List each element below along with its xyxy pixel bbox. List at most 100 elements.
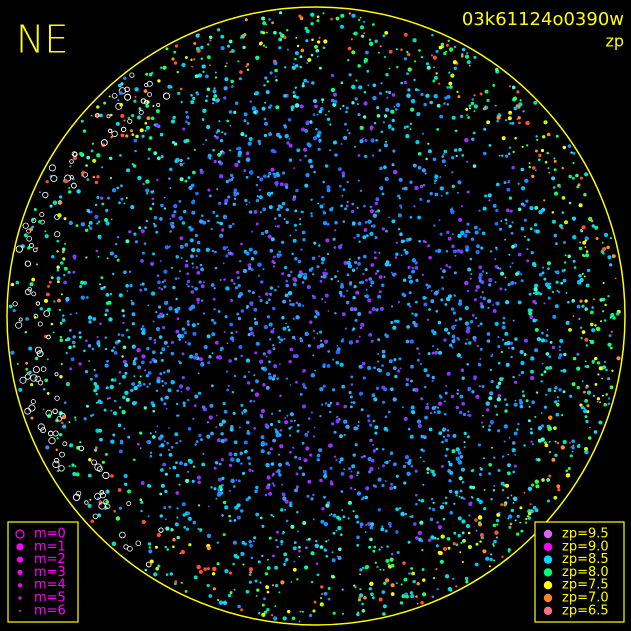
star	[185, 110, 189, 114]
star	[579, 241, 581, 244]
star	[175, 329, 180, 334]
star	[156, 178, 159, 182]
star	[609, 346, 613, 350]
star	[551, 211, 554, 214]
star	[110, 251, 114, 256]
star	[543, 370, 547, 374]
star	[305, 538, 309, 541]
star	[272, 515, 275, 518]
star	[319, 387, 324, 392]
star	[316, 265, 320, 269]
star	[358, 281, 362, 284]
star	[167, 345, 169, 348]
star	[94, 113, 100, 118]
star	[258, 142, 261, 146]
star	[86, 404, 89, 408]
star	[225, 62, 228, 65]
star	[193, 404, 197, 408]
star	[210, 486, 213, 489]
star	[162, 65, 167, 70]
star	[468, 341, 472, 345]
star	[339, 294, 343, 297]
star	[247, 456, 251, 460]
star	[541, 271, 545, 275]
star	[61, 318, 66, 323]
star	[410, 464, 414, 468]
star	[99, 437, 103, 442]
star	[363, 596, 367, 600]
star	[176, 389, 180, 393]
star	[488, 424, 492, 428]
star	[81, 170, 86, 174]
star	[438, 45, 443, 50]
star	[242, 34, 246, 38]
star	[255, 512, 260, 517]
star	[302, 370, 305, 373]
star	[143, 242, 147, 245]
star	[418, 49, 421, 52]
star	[546, 261, 552, 266]
star	[513, 464, 517, 468]
star	[602, 365, 607, 370]
star	[205, 74, 209, 79]
star	[211, 332, 216, 337]
star	[350, 470, 353, 473]
star	[382, 400, 385, 404]
star	[469, 257, 473, 261]
star	[160, 483, 165, 488]
star	[44, 230, 47, 233]
star	[377, 467, 380, 470]
star	[111, 349, 114, 353]
star	[530, 356, 535, 361]
star	[474, 562, 479, 567]
star	[145, 219, 149, 223]
star	[347, 264, 352, 269]
star	[99, 492, 106, 499]
star	[237, 316, 242, 321]
star	[122, 345, 127, 350]
star	[59, 433, 63, 437]
star	[587, 436, 592, 440]
star	[385, 140, 387, 143]
star	[119, 154, 122, 157]
star	[357, 154, 361, 157]
star	[213, 308, 216, 311]
star	[115, 243, 118, 246]
star	[141, 330, 146, 335]
star	[330, 277, 334, 281]
star	[367, 457, 372, 461]
star	[333, 140, 337, 145]
star	[585, 419, 589, 424]
star	[240, 242, 243, 246]
star	[575, 173, 579, 178]
star	[222, 262, 225, 265]
star	[245, 175, 249, 179]
star	[10, 350, 15, 355]
star	[334, 275, 337, 278]
star	[163, 92, 171, 100]
star	[409, 339, 414, 344]
star	[357, 424, 360, 427]
star	[174, 580, 178, 584]
star	[453, 249, 457, 254]
star	[278, 31, 282, 35]
star	[152, 435, 156, 439]
star	[309, 453, 313, 457]
star	[592, 394, 596, 397]
star	[165, 573, 169, 576]
star	[171, 225, 175, 229]
star	[407, 88, 411, 92]
star	[389, 459, 391, 462]
star	[155, 389, 159, 392]
star	[240, 462, 243, 465]
star	[466, 190, 470, 194]
star	[185, 386, 190, 391]
star	[24, 379, 27, 382]
star	[146, 80, 153, 87]
star	[295, 36, 298, 39]
star	[236, 270, 240, 274]
star	[555, 270, 560, 275]
star	[48, 430, 54, 437]
star	[591, 306, 594, 309]
star	[122, 395, 126, 399]
